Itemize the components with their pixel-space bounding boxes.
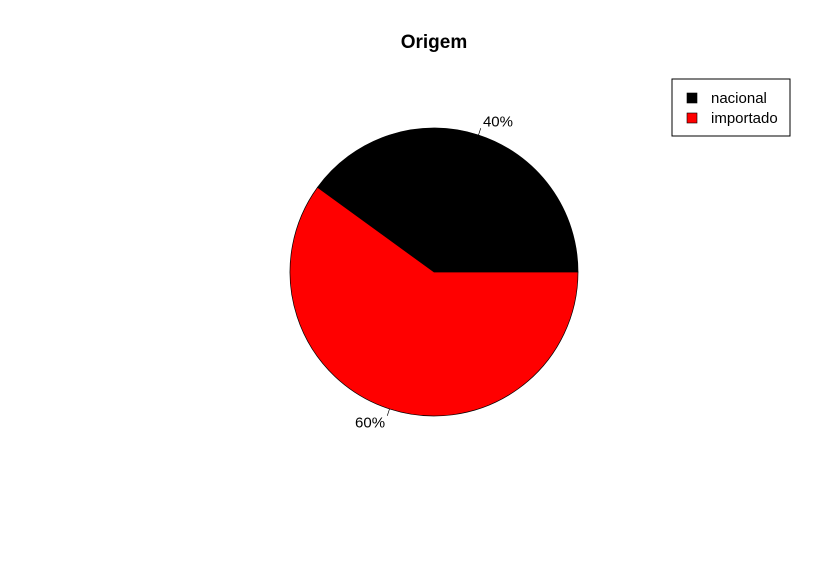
- legend-swatch-importado: [686, 112, 698, 124]
- pie-slice-importado: [289, 186, 579, 417]
- chart-title: Origem: [401, 32, 468, 53]
- legend: nacional importado: [671, 78, 791, 137]
- slice-label-tick-importado: [386, 408, 390, 416]
- legend-label-nacional: nacional: [711, 90, 767, 107]
- legend-swatch-nacional: [686, 92, 698, 104]
- slice-label-tick-nacional: [478, 128, 482, 136]
- legend-label-importado: importado: [711, 110, 778, 127]
- slice-labels: 40% 60%: [355, 113, 513, 431]
- slice-label-nacional: 40%: [483, 113, 513, 130]
- legend-box: [671, 78, 791, 137]
- pie-slices: [289, 127, 579, 417]
- pie-slice-nacional: [317, 127, 579, 273]
- slice-label-importado: 60%: [355, 415, 385, 432]
